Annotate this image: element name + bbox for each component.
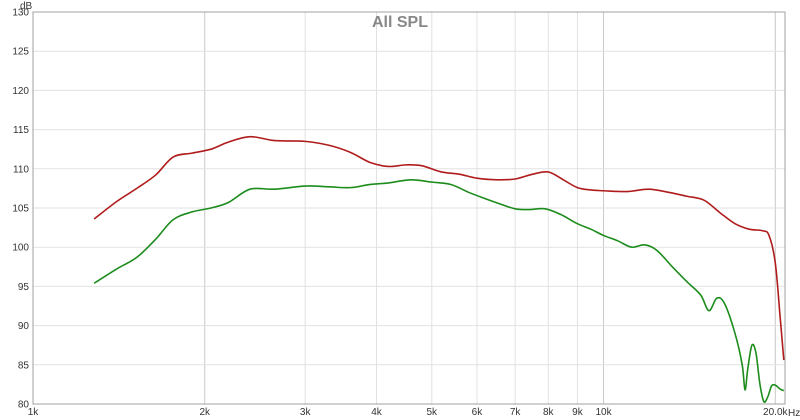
spl-series-red-line	[93, 135, 785, 361]
x-tick-label: 2k	[199, 407, 211, 418]
y-tick-label: 80	[18, 400, 30, 411]
y-tick-label: 105	[12, 204, 29, 215]
y-tick-label: 125	[12, 47, 29, 58]
y-tick-label: 100	[12, 243, 29, 254]
y-tick-label: 90	[18, 321, 30, 332]
x-tick-label: 3k	[300, 407, 312, 418]
x-unit-label: Hz	[788, 408, 800, 419]
x-tick-label: 10k	[595, 407, 612, 418]
series-layer	[93, 135, 785, 403]
spl-series-green-line	[93, 178, 785, 403]
tick-labels: 80 85 90 95 100 105 110 115 120 125 130 1k 2k 3k 4k 5k 6…	[12, 8, 788, 419]
y-tick-label: 110	[13, 164, 29, 175]
x-tick-label: 20.0k	[763, 407, 788, 418]
y-tick-label: 120	[12, 86, 29, 97]
plot-frame	[32, 11, 786, 405]
chart-title: All SPL	[372, 14, 428, 31]
y-tick-label: 130	[12, 8, 29, 19]
x-tick-label: 4k	[371, 407, 383, 418]
grid	[33, 12, 785, 404]
x-tick-label: 8k	[543, 407, 555, 418]
y-tick-label: 85	[18, 360, 30, 371]
y-tick-label: 95	[18, 282, 30, 293]
x-tick-label: 5k	[427, 407, 439, 418]
x-tick-label: 7k	[510, 407, 522, 418]
x-tick-label: 1k	[28, 407, 40, 418]
x-tick-label: 6k	[472, 407, 484, 418]
y-unit-label: dB	[20, 1, 33, 12]
y-tick-label: 115	[13, 125, 29, 136]
x-tick-label: 9k	[572, 407, 584, 418]
